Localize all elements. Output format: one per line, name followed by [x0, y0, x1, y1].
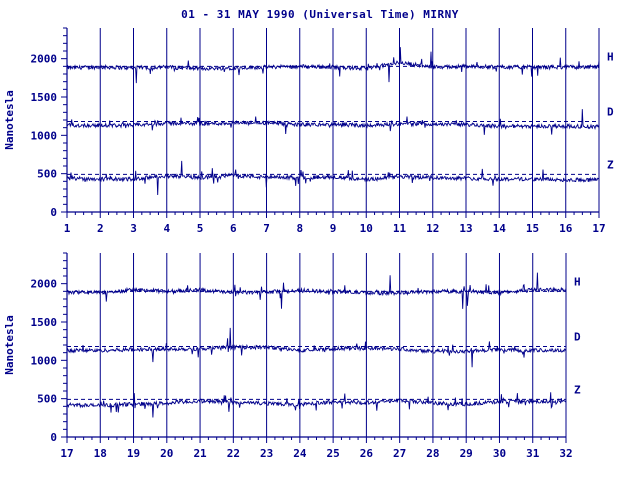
- x-tick-label: 13: [459, 222, 472, 235]
- x-tick-label: 25: [327, 447, 340, 460]
- x-tick-label: 1: [64, 222, 71, 235]
- x-tick-label: 22: [227, 447, 240, 460]
- y-tick-label: 0: [50, 431, 57, 444]
- series-trace-d: [66, 327, 567, 368]
- y-tick-label: 0: [50, 206, 57, 219]
- y-axis-label: Nanotesla: [3, 315, 16, 375]
- x-tick-label: 32: [559, 447, 572, 460]
- x-tick-label: 27: [393, 447, 406, 460]
- y-axis-label: Nanotesla: [3, 90, 16, 150]
- x-tick-label: 31: [526, 447, 540, 460]
- y-tick-label: 1500: [31, 91, 58, 104]
- x-tick-label: 14: [493, 222, 507, 235]
- x-tick-label: 19: [127, 447, 140, 460]
- x-tick-label: 29: [460, 447, 473, 460]
- x-tick-label: 3: [130, 222, 137, 235]
- y-tick-label: 500: [37, 393, 57, 406]
- x-tick-label: 20: [160, 447, 173, 460]
- x-tick-label: 15: [526, 222, 539, 235]
- x-tick-label: 2: [97, 222, 104, 235]
- series-trace-z: [66, 160, 600, 196]
- y-tick-label: 2000: [31, 53, 58, 66]
- series-label-d: D: [574, 331, 581, 344]
- x-tick-label: 8: [296, 222, 303, 235]
- x-tick-label: 12: [426, 222, 439, 235]
- x-tick-label: 30: [493, 447, 506, 460]
- y-tick-label: 2000: [31, 278, 58, 291]
- series-trace-z: [66, 392, 567, 418]
- x-tick-label: 6: [230, 222, 237, 235]
- x-tick-label: 4: [163, 222, 170, 235]
- y-tick-label: 1500: [31, 316, 58, 329]
- series-trace-h: [66, 47, 600, 84]
- chart-title: 01 - 31 MAY 1990 (Universal Time) MIRNY: [181, 8, 459, 21]
- x-tick-label: 26: [360, 447, 374, 460]
- x-tick-label: 17: [592, 222, 605, 235]
- series-label-h: H: [607, 50, 614, 63]
- x-tick-label: 28: [426, 447, 439, 460]
- y-tick-label: 1000: [31, 354, 58, 367]
- x-tick-label: 21: [193, 447, 207, 460]
- x-tick-label: 18: [94, 447, 107, 460]
- x-tick-label: 11: [393, 222, 407, 235]
- x-tick-label: 9: [330, 222, 337, 235]
- x-tick-label: 10: [360, 222, 373, 235]
- series-label-z: Z: [607, 158, 614, 171]
- series-label-d: D: [607, 106, 614, 119]
- x-tick-label: 24: [293, 447, 307, 460]
- series-label-z: Z: [574, 383, 581, 396]
- x-tick-label: 7: [263, 222, 270, 235]
- x-tick-label: 16: [559, 222, 573, 235]
- y-tick-label: 500: [37, 168, 57, 181]
- y-tick-label: 1000: [31, 129, 58, 142]
- series-trace-d: [66, 109, 600, 135]
- x-tick-label: 23: [260, 447, 273, 460]
- series-trace-h: [66, 272, 567, 309]
- x-tick-label: 17: [60, 447, 73, 460]
- x-tick-label: 5: [197, 222, 204, 235]
- series-label-h: H: [574, 275, 581, 288]
